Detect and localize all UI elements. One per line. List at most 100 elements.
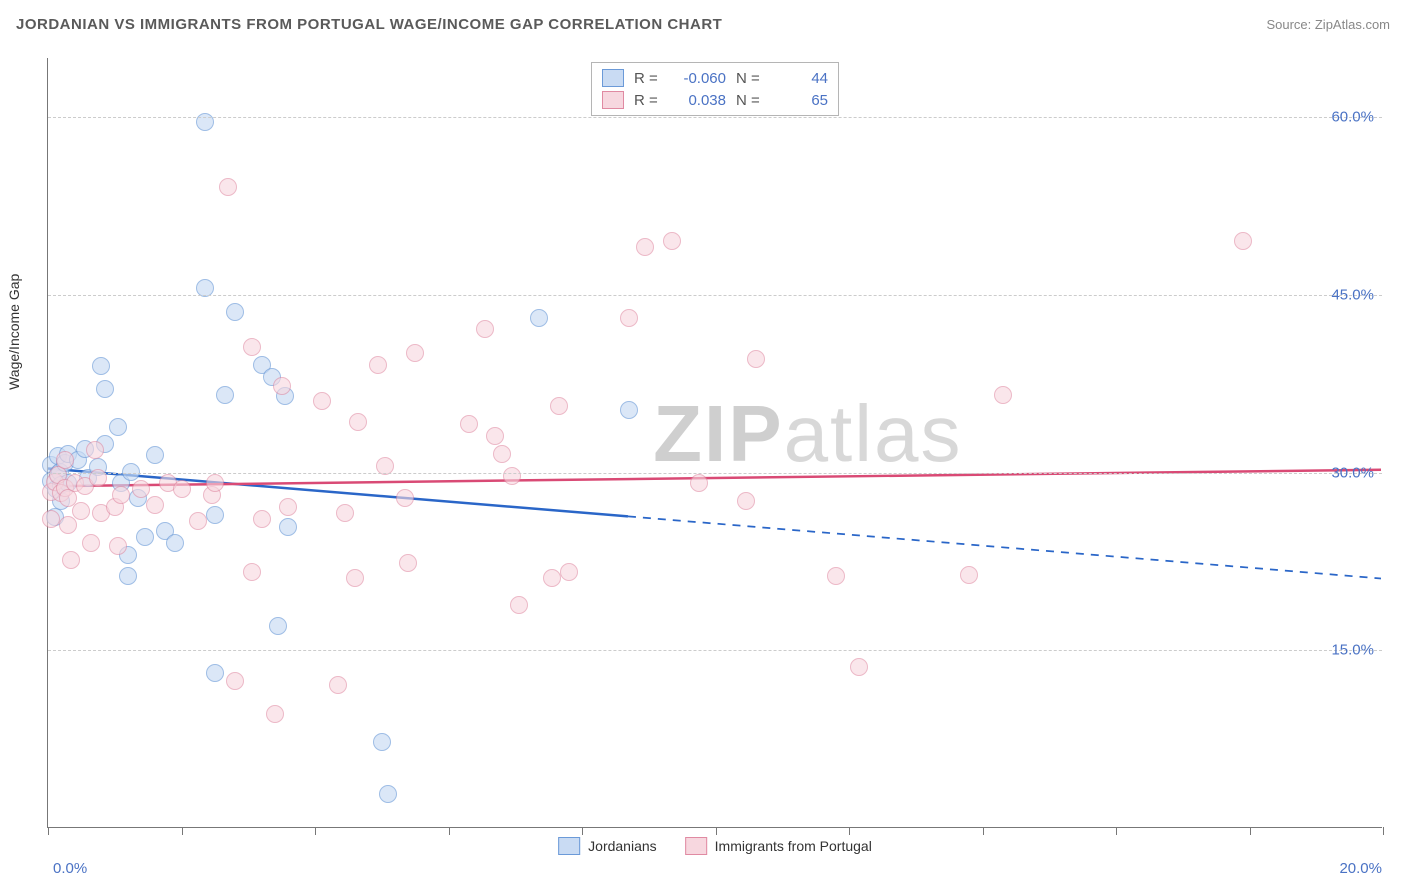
stat-row-jordanians: R = -0.060 N = 44 [602,67,828,89]
legend-item-jordanians: Jordanians [558,837,657,855]
data-point [92,357,110,375]
data-point [279,518,297,536]
gridline [48,473,1382,474]
x-axis-min-label: 0.0% [53,860,87,877]
y-tick-label: 30.0% [1331,464,1374,481]
y-tick-label: 60.0% [1331,109,1374,126]
swatch-portugal [602,91,624,109]
x-tick [1383,827,1384,835]
data-point [269,617,287,635]
data-point [266,705,284,723]
data-point [59,516,77,534]
data-point [243,338,261,356]
data-point [216,386,234,404]
data-point [747,350,765,368]
data-point [89,469,107,487]
x-tick [716,827,717,835]
data-point [82,534,100,552]
data-point [620,309,638,327]
x-tick [983,827,984,835]
data-point [279,498,297,516]
data-point [189,512,207,530]
data-point [493,445,511,463]
data-point [560,563,578,581]
data-point [112,486,130,504]
data-point [346,569,364,587]
data-point [206,506,224,524]
data-point [86,441,104,459]
data-point [132,480,150,498]
data-point [96,380,114,398]
regression-lines [48,58,1381,827]
data-point [196,113,214,131]
watermark: ZIPatlas [653,387,962,479]
data-point [146,446,164,464]
data-point [510,596,528,614]
data-point [960,566,978,584]
data-point [62,551,80,569]
x-tick [849,827,850,835]
data-point [253,510,271,528]
data-point [42,510,60,528]
data-point [226,303,244,321]
data-point [373,733,391,751]
data-point [119,567,137,585]
stat-legend: R = -0.060 N = 44 R = 0.038 N = 65 [591,62,839,116]
legend-item-portugal: Immigrants from Portugal [685,837,872,855]
gridline [48,650,1382,651]
x-tick [182,827,183,835]
data-point [56,451,74,469]
data-point [636,238,654,256]
swatch-jordanians [602,69,624,87]
data-point [503,467,521,485]
data-point [146,496,164,514]
y-tick-label: 45.0% [1331,286,1374,303]
data-point [349,413,367,431]
data-point [379,785,397,803]
chart-title: JORDANIAN VS IMMIGRANTS FROM PORTUGAL WA… [16,16,722,33]
data-point [166,534,184,552]
data-point [737,492,755,510]
data-point [663,232,681,250]
data-point [476,320,494,338]
y-axis-label: Wage/Income Gap [6,274,22,390]
data-point [109,418,127,436]
data-point [827,567,845,585]
data-point [530,309,548,327]
x-tick [315,827,316,835]
swatch-jordanians [558,837,580,855]
data-point [396,489,414,507]
plot-area: ZIPatlas R = -0.060 N = 44 R = 0.038 N =… [47,58,1382,828]
data-point [399,554,417,572]
data-point [206,474,224,492]
x-tick [582,827,583,835]
data-point [690,474,708,492]
gridline [48,117,1382,118]
swatch-portugal [685,837,707,855]
source-label: Source: ZipAtlas.com [1266,17,1390,32]
stat-row-portugal: R = 0.038 N = 65 [602,89,828,111]
data-point [486,427,504,445]
x-tick [1116,827,1117,835]
data-point [329,676,347,694]
data-point [136,528,154,546]
x-tick [449,827,450,835]
data-point [406,344,424,362]
data-point [243,563,261,581]
data-point [313,392,331,410]
y-tick-label: 15.0% [1331,642,1374,659]
data-point [72,502,90,520]
x-tick [1250,827,1251,835]
data-point [369,356,387,374]
x-tick [48,827,49,835]
data-point [620,401,638,419]
data-point [173,480,191,498]
data-point [109,537,127,555]
data-point [550,397,568,415]
data-point [226,672,244,690]
gridline [48,295,1382,296]
data-point [850,658,868,676]
data-point [336,504,354,522]
data-point [994,386,1012,404]
data-point [460,415,478,433]
